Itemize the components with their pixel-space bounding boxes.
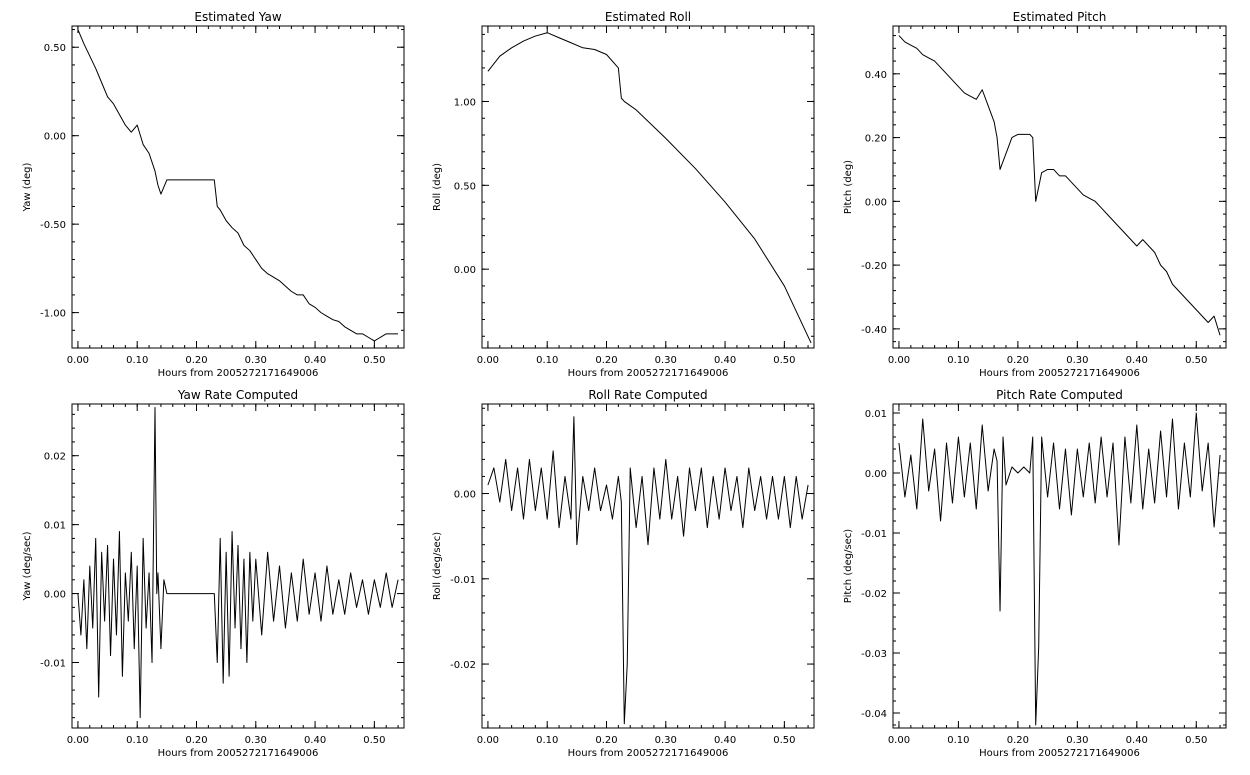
y-tick-label: 0.00 <box>454 490 476 501</box>
x-tick-label: 0.00 <box>888 355 910 366</box>
y-tick-label: -0.02 <box>450 660 476 671</box>
x-tick-label: 0.50 <box>363 355 385 366</box>
x-tick-label: 0.00 <box>477 735 499 746</box>
y-tick-label: 0.00 <box>865 197 887 208</box>
chart-estimated-pitch: Estimated Pitch Hours from 20052721716490… <box>843 10 1227 379</box>
y-axis-label: Roll (deg) <box>432 163 443 211</box>
y-tick-label: -0.20 <box>861 261 887 272</box>
series-line <box>487 32 812 344</box>
x-tick-label: 0.30 <box>245 355 267 366</box>
series-line <box>898 35 1221 336</box>
x-axis-label: Hours from 2005272171649006 <box>158 748 319 759</box>
x-tick-label: 0.10 <box>126 355 148 366</box>
x-tick-label: 0.50 <box>363 735 385 746</box>
series-line <box>898 412 1221 726</box>
x-tick-label: 0.10 <box>947 735 969 746</box>
plot-frame <box>481 25 815 349</box>
y-tick-label: 0.20 <box>865 134 887 145</box>
x-tick-label: 0.50 <box>1185 735 1207 746</box>
x-tick-label: 0.20 <box>185 355 207 366</box>
x-tick-label: 0.40 <box>304 355 326 366</box>
x-tick-label: 0.20 <box>595 355 617 366</box>
x-tick-label: 0.30 <box>1066 735 1088 746</box>
x-tick-label: 0.20 <box>185 735 207 746</box>
chart-title: Estimated Roll <box>605 10 691 24</box>
chart-yaw-rate: Yaw Rate Computed Hours from 200527217164… <box>22 388 405 759</box>
x-tick-label: 0.40 <box>1126 355 1148 366</box>
y-axis-label: Roll (deg/sec) <box>432 532 443 600</box>
x-axis-label: Hours from 2005272171649006 <box>568 368 729 379</box>
y-tick-label: 0.50 <box>44 43 66 54</box>
y-tick-label: 0.50 <box>454 181 476 192</box>
x-axis-label: Hours from 2005272171649006 <box>979 368 1140 379</box>
y-tick-label: 0.01 <box>44 521 66 532</box>
plot-frame <box>892 25 1227 349</box>
y-axis-label: Yaw (deg) <box>22 162 33 212</box>
x-tick-label: 0.50 <box>773 355 795 366</box>
y-tick-label: -0.03 <box>861 649 887 660</box>
y-tick-label: 0.00 <box>454 265 476 276</box>
x-tick-label: 0.00 <box>67 355 89 366</box>
x-axis-label: Hours from 2005272171649006 <box>568 748 729 759</box>
chart-title: Estimated Yaw <box>194 10 281 24</box>
x-tick-label: 0.00 <box>67 735 89 746</box>
series-line <box>77 29 399 342</box>
x-axis-label: Hours from 2005272171649006 <box>158 368 319 379</box>
chart-title: Yaw Rate Computed <box>177 388 298 402</box>
x-tick-label: 0.20 <box>1007 355 1029 366</box>
x-axis-label: Hours from 2005272171649006 <box>979 748 1140 759</box>
chart-pitch-rate: Pitch Rate Computed Hours from 2005272171… <box>843 388 1227 759</box>
plot-frame <box>481 403 815 729</box>
x-tick-label: 0.00 <box>477 355 499 366</box>
x-tick-label: 0.40 <box>304 735 326 746</box>
y-tick-label: -0.04 <box>861 709 887 720</box>
y-axis-label: Pitch (deg) <box>843 160 854 214</box>
series-line <box>487 416 809 725</box>
y-tick-label: 0.02 <box>44 452 66 463</box>
chart-roll-rate: Roll Rate Computed Hours from 20052721716… <box>432 388 815 759</box>
x-tick-label: 0.40 <box>1126 735 1148 746</box>
y-tick-label: -1.00 <box>40 309 66 320</box>
plot-frame <box>71 25 405 349</box>
x-tick-label: 0.40 <box>714 735 736 746</box>
y-tick-label: 0.00 <box>865 469 887 480</box>
y-tick-label: -0.40 <box>861 325 887 336</box>
y-tick-label: 0.01 <box>865 409 887 420</box>
x-tick-label: 0.30 <box>655 735 677 746</box>
x-tick-label: 0.10 <box>947 355 969 366</box>
y-tick-label: -0.01 <box>450 575 476 586</box>
x-tick-label: 0.50 <box>1185 355 1207 366</box>
y-tick-label: -0.50 <box>40 220 66 231</box>
plot-frame <box>71 403 405 729</box>
y-tick-label: 1.00 <box>454 97 476 108</box>
chart-title: Pitch Rate Computed <box>996 388 1123 402</box>
x-tick-label: 0.00 <box>888 735 910 746</box>
y-tick-label: -0.02 <box>861 589 887 600</box>
y-tick-label: -0.01 <box>40 659 66 670</box>
series-line <box>77 406 399 719</box>
x-tick-label: 0.30 <box>655 355 677 366</box>
x-tick-label: 0.40 <box>714 355 736 366</box>
y-axis-label: Yaw (deg/sec) <box>22 531 33 601</box>
y-axis-label: Pitch (deg/sec) <box>843 529 854 604</box>
y-tick-label: 0.00 <box>44 590 66 601</box>
chart-title: Estimated Pitch <box>1013 10 1107 24</box>
y-tick-label: 0.00 <box>44 132 66 143</box>
x-tick-label: 0.50 <box>773 735 795 746</box>
chart-title: Roll Rate Computed <box>588 388 707 402</box>
chart-estimated-yaw: Estimated Yaw Hours from 2005272171649006… <box>22 10 405 379</box>
x-tick-label: 0.30 <box>1066 355 1088 366</box>
chart-estimated-roll: Estimated Roll Hours from 200527217164900… <box>432 10 815 379</box>
x-tick-label: 0.10 <box>126 735 148 746</box>
y-tick-label: -0.01 <box>861 529 887 540</box>
y-tick-label: 0.40 <box>865 70 887 81</box>
x-tick-label: 0.30 <box>245 735 267 746</box>
x-tick-label: 0.10 <box>536 735 558 746</box>
plot-frame <box>892 403 1227 729</box>
x-tick-label: 0.10 <box>536 355 558 366</box>
x-tick-label: 0.20 <box>595 735 617 746</box>
x-tick-label: 0.20 <box>1007 735 1029 746</box>
